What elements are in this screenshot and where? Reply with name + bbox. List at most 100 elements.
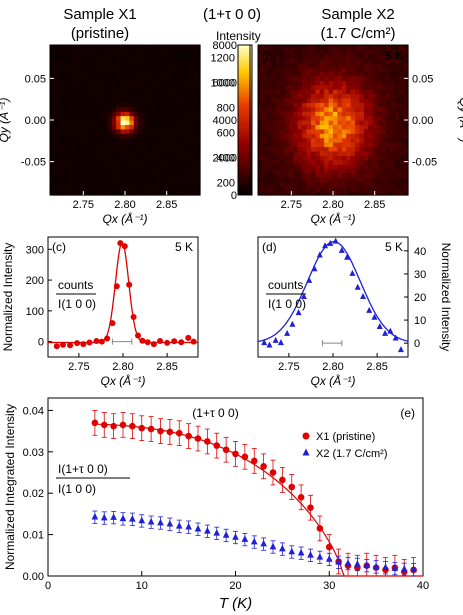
heatmap-cell <box>306 106 312 112</box>
heatmap-cell <box>98 142 104 148</box>
colorbar-cell <box>238 67 250 71</box>
heatmap-cell <box>116 89 122 95</box>
heatmap-cell <box>293 106 299 112</box>
heatmap-cell <box>310 75 316 81</box>
heatmap-cell <box>328 142 334 148</box>
heatmap-cell <box>399 172 405 178</box>
heatmap-cell <box>363 49 369 55</box>
heatmap-cell <box>363 146 369 152</box>
heatmap-cell <box>98 120 104 126</box>
colorbar-tick-label: 1000 <box>211 78 235 90</box>
heatmap-cell <box>147 58 153 64</box>
heatmap-cell <box>403 155 409 161</box>
heatmap-cell <box>138 84 144 90</box>
heatmap-cell <box>142 177 148 183</box>
heatmap-cell <box>394 102 400 108</box>
heatmap-cell <box>341 67 347 73</box>
heatmap-cell <box>385 146 391 152</box>
heatmap-cell <box>385 120 391 126</box>
y-tick-label: 0.00 <box>25 115 46 127</box>
heatmap-cell <box>147 172 153 178</box>
heatmap-cell <box>142 133 148 139</box>
data-point <box>175 429 183 437</box>
heatmap-cell <box>271 146 277 152</box>
heatmap-cell <box>319 133 325 139</box>
heatmap-cell <box>85 71 91 77</box>
heatmap-cell <box>363 89 369 95</box>
heatmap-cell <box>63 133 69 139</box>
heatmap-cell <box>310 168 316 174</box>
heatmap-cell <box>155 177 161 183</box>
heatmap-cell <box>337 71 343 77</box>
heatmap-cell <box>129 146 135 152</box>
heatmap-cell <box>54 137 60 143</box>
heatmap-cell <box>125 71 131 77</box>
heatmap-cell <box>266 84 272 90</box>
heatmap-cell <box>120 97 126 103</box>
heatmap-cell <box>142 49 148 55</box>
heatmap-cell <box>288 155 294 161</box>
heatmap-cell <box>120 137 126 143</box>
heatmap-cell <box>67 172 73 178</box>
heatmap-cell <box>133 80 139 86</box>
data-point <box>190 338 197 345</box>
heatmap-cell <box>258 45 264 51</box>
data-point <box>178 339 185 346</box>
heatmap-cell <box>160 181 166 187</box>
heatmap-cell <box>85 97 91 103</box>
heatmap-cell <box>350 142 356 148</box>
heatmap-cell <box>177 177 183 183</box>
heatmap-cell <box>89 97 95 103</box>
heatmap-cell <box>306 168 312 174</box>
heatmap-cell <box>138 93 144 99</box>
heatmap-cell <box>350 111 356 117</box>
heatmap-cell <box>164 186 170 192</box>
heatmap-cell <box>337 181 343 187</box>
heatmap-cell <box>94 80 100 86</box>
heatmap-cell <box>50 181 56 187</box>
heatmap-cell <box>186 155 192 161</box>
heatmap-cell <box>76 93 82 99</box>
heatmap-cell <box>129 97 135 103</box>
heatmap-cell <box>306 71 312 77</box>
heatmap-cell <box>284 172 290 178</box>
heatmap-cell <box>280 181 286 187</box>
heatmap-cell <box>142 186 148 192</box>
heatmap-cell <box>80 89 86 95</box>
heatmap-cell <box>120 181 126 187</box>
heatmap-cell <box>258 102 264 108</box>
heatmap-cell <box>315 142 321 148</box>
heatmap-cell <box>177 111 183 117</box>
heatmap-cell <box>177 164 183 170</box>
heatmap-cell <box>284 71 290 77</box>
heatmap-cell <box>160 172 166 178</box>
y-tick-label: -0.05 <box>21 157 46 169</box>
colorbar-cell <box>238 70 250 73</box>
data-point <box>119 421 127 429</box>
heatmap-cell <box>191 97 197 103</box>
heatmap-cell <box>333 58 339 64</box>
heatmap-cell <box>85 75 91 81</box>
heatmap-cell <box>394 93 400 99</box>
heatmap-cell <box>72 93 78 99</box>
heatmap-cell <box>346 168 352 174</box>
heatmap-cell <box>160 84 166 90</box>
heatmap-cell <box>355 89 361 95</box>
heatmap-cell <box>182 71 188 77</box>
heatmap-cell <box>67 102 73 108</box>
heatmap-cell <box>151 164 157 170</box>
heatmap-cell <box>262 75 268 81</box>
heatmap-cell <box>258 67 264 73</box>
heatmap-cell <box>120 146 126 152</box>
heatmap-cell <box>372 58 378 64</box>
heatmap-cell <box>85 172 91 178</box>
heatmap-cell <box>355 172 361 178</box>
heatmap-cell <box>169 186 175 192</box>
heatmap-cell <box>372 75 378 81</box>
heatmap-cell <box>138 128 144 134</box>
heatmap-cell <box>54 106 60 112</box>
heatmap-cell <box>138 80 144 86</box>
heatmap-cell <box>102 155 108 161</box>
heatmap-cell <box>67 142 73 148</box>
